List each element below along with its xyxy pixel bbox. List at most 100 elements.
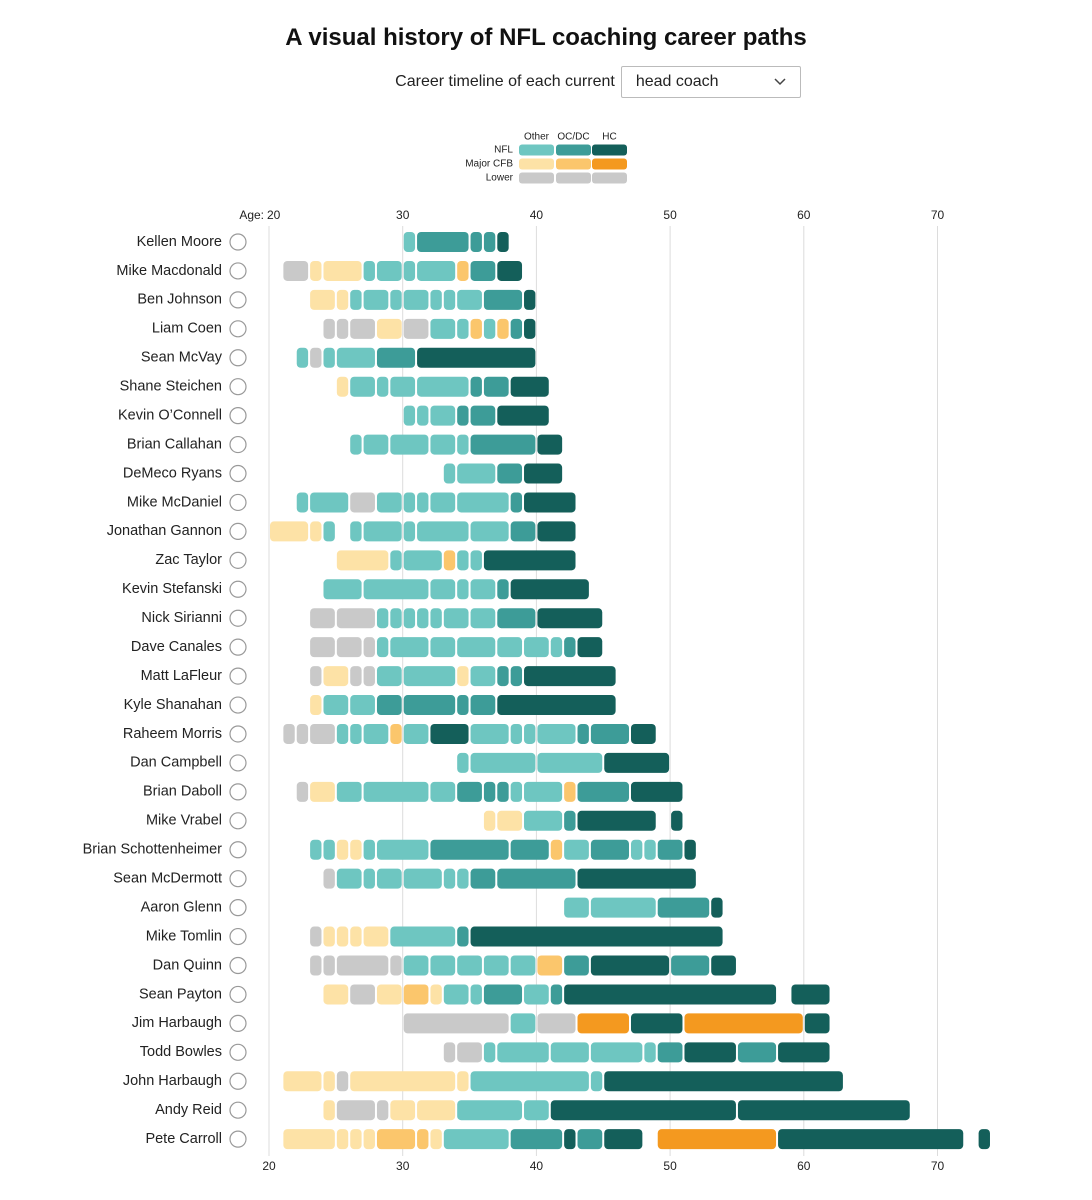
career-segment [323,839,335,860]
legend-level: Major CFB [465,159,513,170]
career-segment [336,1100,375,1121]
career-segment [443,868,456,889]
career-segment [403,723,429,744]
career-segment [336,1071,349,1092]
career-segment [510,376,549,397]
career-segment [711,955,736,976]
career-segment [510,1129,563,1150]
team-logo [229,435,247,454]
career-segment [564,810,576,831]
x-tick-label: 50 [663,208,677,222]
dropdown[interactable]: head coach [620,66,801,98]
career-segment [524,492,576,513]
career-segment [778,1129,964,1150]
x-tick-label: 30 [396,1159,410,1173]
legend-role: Other [524,132,550,143]
career-segment [283,723,295,744]
team-logo [229,870,247,888]
career-segment [336,781,362,802]
career-segment [537,1013,576,1034]
coach-name: Brian Schottenheimer [83,842,223,858]
career-segment [403,405,416,426]
career-segment [430,608,442,629]
career-segment [336,376,349,397]
career-segment [590,839,629,860]
career-segment [363,521,402,542]
x-tick-label: 30 [396,208,410,222]
x-tick-label: 20 [262,1159,276,1173]
coach-name: Dan Campbell [130,755,222,771]
career-segment [483,810,496,831]
career-segment [524,781,563,802]
career-segment [590,723,629,744]
career-segment [390,1100,416,1121]
career-segment [363,579,429,600]
coach-name: Sean Payton [139,986,222,1002]
career-segment [323,926,335,947]
x-tick-label: 70 [931,208,945,222]
career-segment [363,1129,375,1150]
team-logo [229,262,247,280]
career-segment [804,1013,830,1034]
career-segment [564,839,589,860]
career-segment [524,723,536,744]
career-segment [537,608,603,629]
career-segment [577,781,629,802]
career-segment [524,318,536,339]
career-segment [376,1129,416,1150]
team-logo [229,754,247,772]
career-segment [296,492,309,513]
career-segment [430,839,509,860]
career-segment [350,1129,362,1150]
career-segment [350,1071,456,1092]
career-segment [296,723,309,744]
career-segment [336,723,349,744]
coach-name: John Harbaugh [123,1073,222,1089]
career-segment [403,608,416,629]
career-segment [470,752,536,773]
career-segment [604,1129,643,1150]
career-segment [470,405,496,426]
team-logo [229,899,247,917]
coach-name: Mike McDaniel [127,494,222,510]
career-segment [577,1013,629,1034]
career-segment [403,550,442,571]
career-segment [657,897,710,918]
career-segment [497,608,536,629]
career-segment [323,521,335,542]
career-segment [470,434,536,455]
career-segment [457,926,469,947]
coach-name: Nick Sirianni [141,610,222,626]
career-segment [684,839,696,860]
team-logo [229,1043,247,1061]
career-segment [470,666,496,687]
career-segment [310,839,322,860]
career-segment [711,897,723,918]
career-segment [363,839,375,860]
coach-name: Kellen Moore [137,234,222,250]
team-logo [229,1072,247,1090]
career-segment [310,926,322,947]
career-segment [671,955,710,976]
career-segment [390,926,456,947]
career-segment [350,318,375,339]
career-segment [537,955,563,976]
career-segment [310,492,349,513]
career-segment [296,347,309,368]
career-segment [550,1042,589,1063]
career-segment [390,955,402,976]
coach-name: Mike Tomlin [146,928,222,944]
career-segment [376,376,389,397]
career-segment [376,666,402,687]
career-segment [550,637,563,658]
career-segment [564,637,576,658]
career-segment [390,434,429,455]
career-segment [430,955,456,976]
team-logo [229,233,247,251]
career-segment [310,695,322,716]
career-segment [457,260,469,281]
career-segment [737,1100,910,1121]
career-segment [510,521,536,542]
coach-name: Ben Johnson [137,292,222,308]
